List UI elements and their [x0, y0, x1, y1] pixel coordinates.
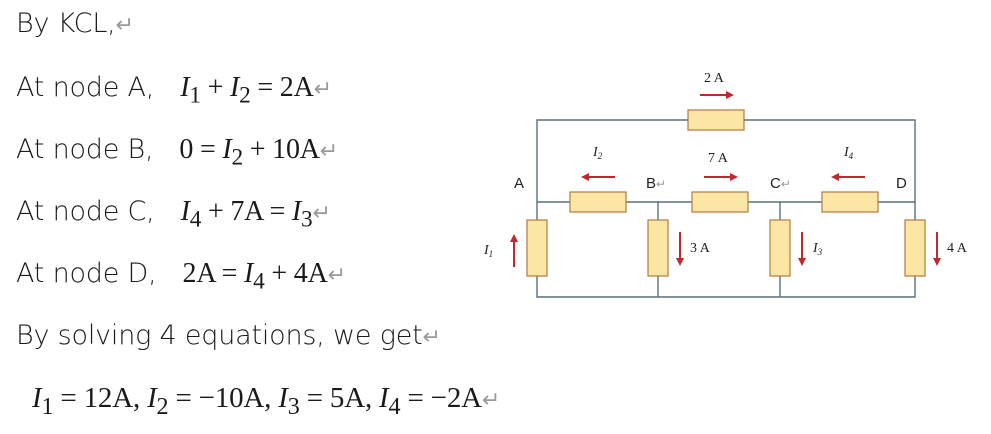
var-i: I	[278, 382, 288, 414]
label-i2: I2	[592, 145, 603, 161]
node-c-label: At node C,	[16, 196, 155, 227]
subscript: 1	[189, 82, 201, 109]
node-a-equation: I1 + I2 = 2A	[180, 72, 314, 109]
resistor-a-branch	[526, 219, 548, 277]
resistor-bc	[691, 191, 749, 213]
label-2a: 2 A	[704, 71, 725, 86]
var-i: I	[291, 196, 301, 227]
solving-text: By solving 4 equations, we get	[16, 320, 423, 351]
equation-pre: 2A =	[182, 258, 244, 289]
return-mark: ↵	[115, 13, 134, 38]
node-b-line: At node B, 0 = I2 + 10A↵	[16, 134, 338, 172]
subscript: 1	[41, 392, 54, 420]
var-i: I	[243, 258, 254, 289]
equation-rest: + 4A	[264, 258, 328, 289]
subscript: 3	[300, 206, 313, 233]
circuit-diagram: 2 A I2 7 A I4 A B↵ C↵ D I1 3 A I3 4 A	[483, 71, 968, 298]
equation-mid: + 7A =	[201, 196, 292, 227]
label-4a: 4 A	[947, 241, 968, 256]
var-i: I	[32, 382, 42, 414]
result-line: I1 = 12A, I2 = −10A, I3 = 5A, I4 = −2A↵	[32, 382, 500, 421]
node-a-label: At node A,	[16, 72, 155, 103]
result-equation: I1 = 12A, I2 = −10A, I3 = 5A, I4 = −2A	[32, 382, 482, 420]
subscript: 4	[849, 151, 854, 161]
return-mark: ↵	[781, 177, 791, 191]
return-mark: ↵	[313, 77, 332, 102]
subscript: 2	[598, 151, 603, 161]
resistor-b-branch	[647, 219, 669, 277]
subscript: 4	[388, 392, 401, 420]
node-b-equation: 0 = I2 + 10A	[179, 134, 320, 171]
var-i: I	[222, 134, 232, 165]
label-i1: I1	[483, 243, 493, 259]
solving-line: By solving 4 equations, we get↵	[16, 320, 441, 351]
node-b-letter: B	[646, 175, 656, 192]
value: = −2A	[400, 382, 482, 414]
return-mark: ↵	[481, 388, 501, 413]
return-mark: ↵	[422, 325, 441, 350]
return-mark: ↵	[327, 263, 346, 288]
resistor-top	[687, 109, 745, 131]
var-i: I	[483, 243, 490, 258]
subscript: 2	[156, 392, 169, 420]
var-i: I	[147, 382, 157, 414]
return-mark: ↵	[312, 201, 331, 226]
resistor-cd	[821, 191, 879, 213]
node-c-line: At node C, I4 + 7A = I3↵	[16, 196, 331, 234]
equation-pre: 0 =	[179, 134, 223, 165]
node-d: D	[896, 175, 907, 192]
node-a-line: At node A, I1 + I2 = 2A↵	[16, 72, 332, 110]
by-kcl-text: By KCL,	[16, 8, 116, 39]
node-d-line: At node D, 2A = I4 + 4A↵	[16, 258, 346, 296]
equation-rest: + 10A	[242, 134, 320, 165]
return-mark: ↵	[656, 177, 666, 191]
node-c-letter: C	[770, 175, 781, 192]
var-i: I	[229, 72, 240, 103]
node-c: C↵	[770, 175, 791, 192]
var-i: I	[592, 145, 599, 160]
label-i4: I4	[843, 145, 854, 161]
label-i3: I3	[812, 241, 823, 257]
var-i: I	[180, 196, 190, 227]
label-7a: 7 A	[708, 151, 729, 166]
subscript: 3	[817, 247, 823, 257]
resistor-ab	[569, 191, 627, 213]
node-b-label: At node B,	[16, 134, 154, 165]
var-i: I	[180, 72, 190, 103]
subscript: 2	[239, 82, 251, 109]
node-c-equation: I4 + 7A = I3	[180, 196, 313, 233]
value: = 5A,	[299, 382, 380, 414]
subscript: 4	[189, 206, 202, 233]
node-d-equation: 2A = I4 + 4A	[182, 258, 328, 295]
node-a: A	[514, 175, 524, 192]
value: = 12A,	[53, 382, 148, 414]
resistors	[526, 109, 926, 277]
var-i: I	[379, 382, 389, 414]
resistor-d-branch	[904, 219, 926, 277]
resistor-c-branch	[769, 219, 791, 277]
subscript: 4	[253, 268, 265, 295]
label-3a: 3 A	[690, 241, 711, 256]
node-d-label: At node D,	[16, 258, 157, 289]
subscript: 2	[231, 144, 244, 171]
return-mark: ↵	[319, 139, 339, 164]
equation-rest: = 2A	[250, 72, 314, 103]
var-i: I	[812, 241, 819, 256]
var-i: I	[843, 145, 850, 160]
node-b: B↵	[646, 175, 666, 192]
by-kcl-line: By KCL,↵	[16, 8, 134, 39]
current-arrows	[510, 91, 941, 267]
operator: +	[200, 72, 230, 103]
value: = −10A,	[168, 382, 279, 414]
subscript: 3	[287, 392, 300, 420]
subscript: 1	[489, 249, 494, 259]
